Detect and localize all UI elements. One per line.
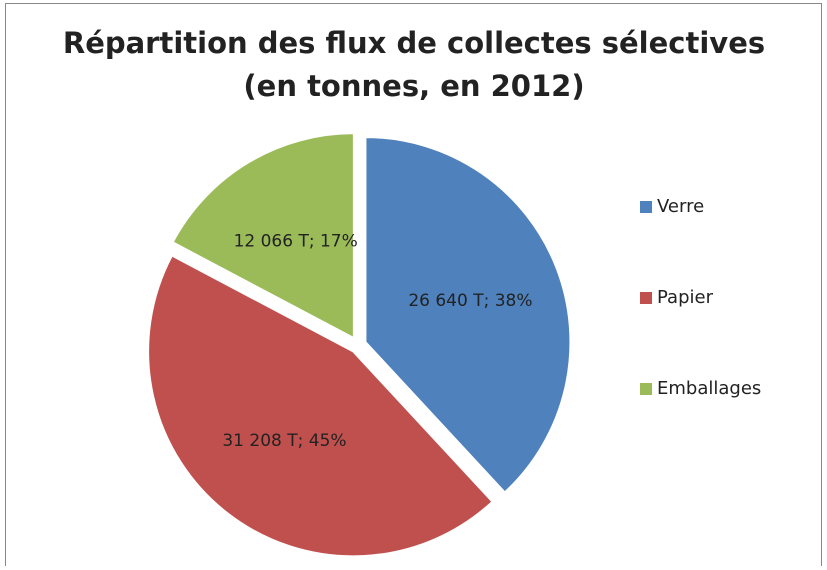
data-label: 26 640 T; 38% (408, 291, 532, 311)
legend-swatch (640, 383, 652, 395)
legend-label: Emballages (657, 378, 761, 399)
data-label: 12 066 T; 17% (234, 232, 358, 252)
pie-slice (171, 132, 355, 340)
legend-swatch (640, 201, 652, 213)
chart-title: (en tonnes, en 2012) (243, 69, 584, 103)
chart-title: Répartition des flux de collectes sélect… (63, 26, 765, 60)
legend-label: Papier (657, 287, 714, 308)
pie-slice (147, 254, 494, 558)
legend-swatch (640, 292, 652, 304)
pie-slice (364, 136, 572, 494)
data-label: 31 208 T; 45% (222, 431, 346, 451)
legend-label: Verre (657, 196, 704, 217)
